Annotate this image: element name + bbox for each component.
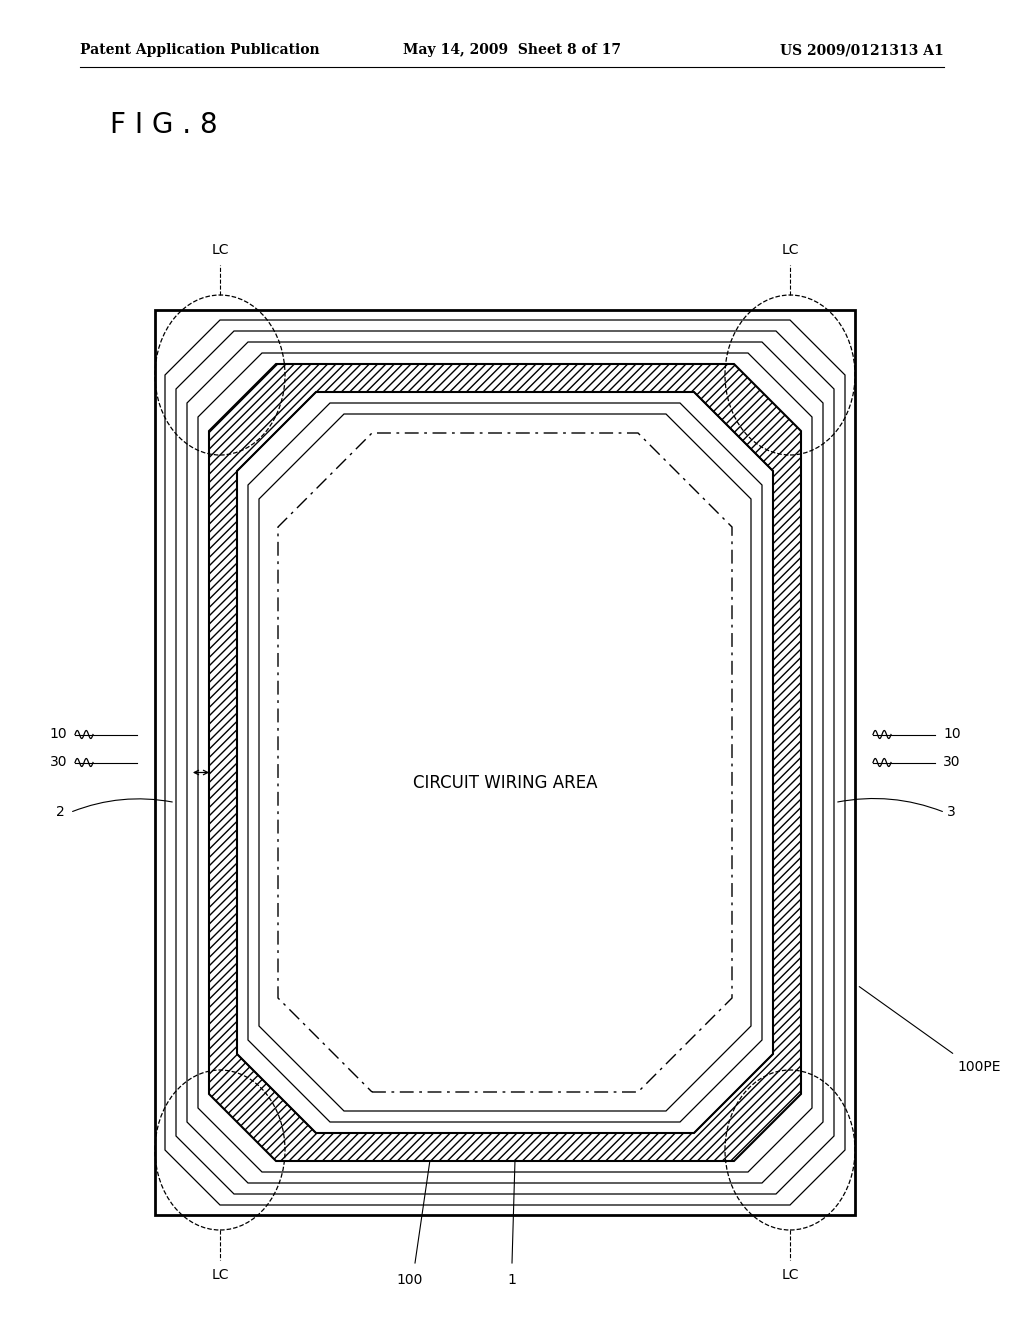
Text: LC: LC (781, 243, 799, 257)
Text: LC: LC (211, 1269, 228, 1282)
Text: Patent Application Publication: Patent Application Publication (80, 44, 319, 57)
Text: CIRCUIT WIRING AREA: CIRCUIT WIRING AREA (413, 774, 597, 792)
Text: 10: 10 (943, 727, 961, 742)
Text: 30: 30 (49, 755, 67, 770)
Text: May 14, 2009  Sheet 8 of 17: May 14, 2009 Sheet 8 of 17 (403, 44, 621, 57)
Text: 1: 1 (508, 1272, 516, 1287)
Text: 30: 30 (943, 755, 961, 770)
Text: F I G . 8: F I G . 8 (110, 111, 218, 139)
Text: 100PE: 100PE (957, 1060, 1000, 1074)
Text: 100: 100 (397, 1272, 423, 1287)
Text: US 2009/0121313 A1: US 2009/0121313 A1 (780, 44, 944, 57)
Text: 2: 2 (56, 805, 65, 820)
Text: 10: 10 (49, 727, 67, 742)
Text: LC: LC (781, 1269, 799, 1282)
Polygon shape (209, 364, 801, 1162)
Polygon shape (237, 392, 773, 1133)
Text: 3: 3 (947, 805, 955, 820)
Text: LC: LC (211, 243, 228, 257)
